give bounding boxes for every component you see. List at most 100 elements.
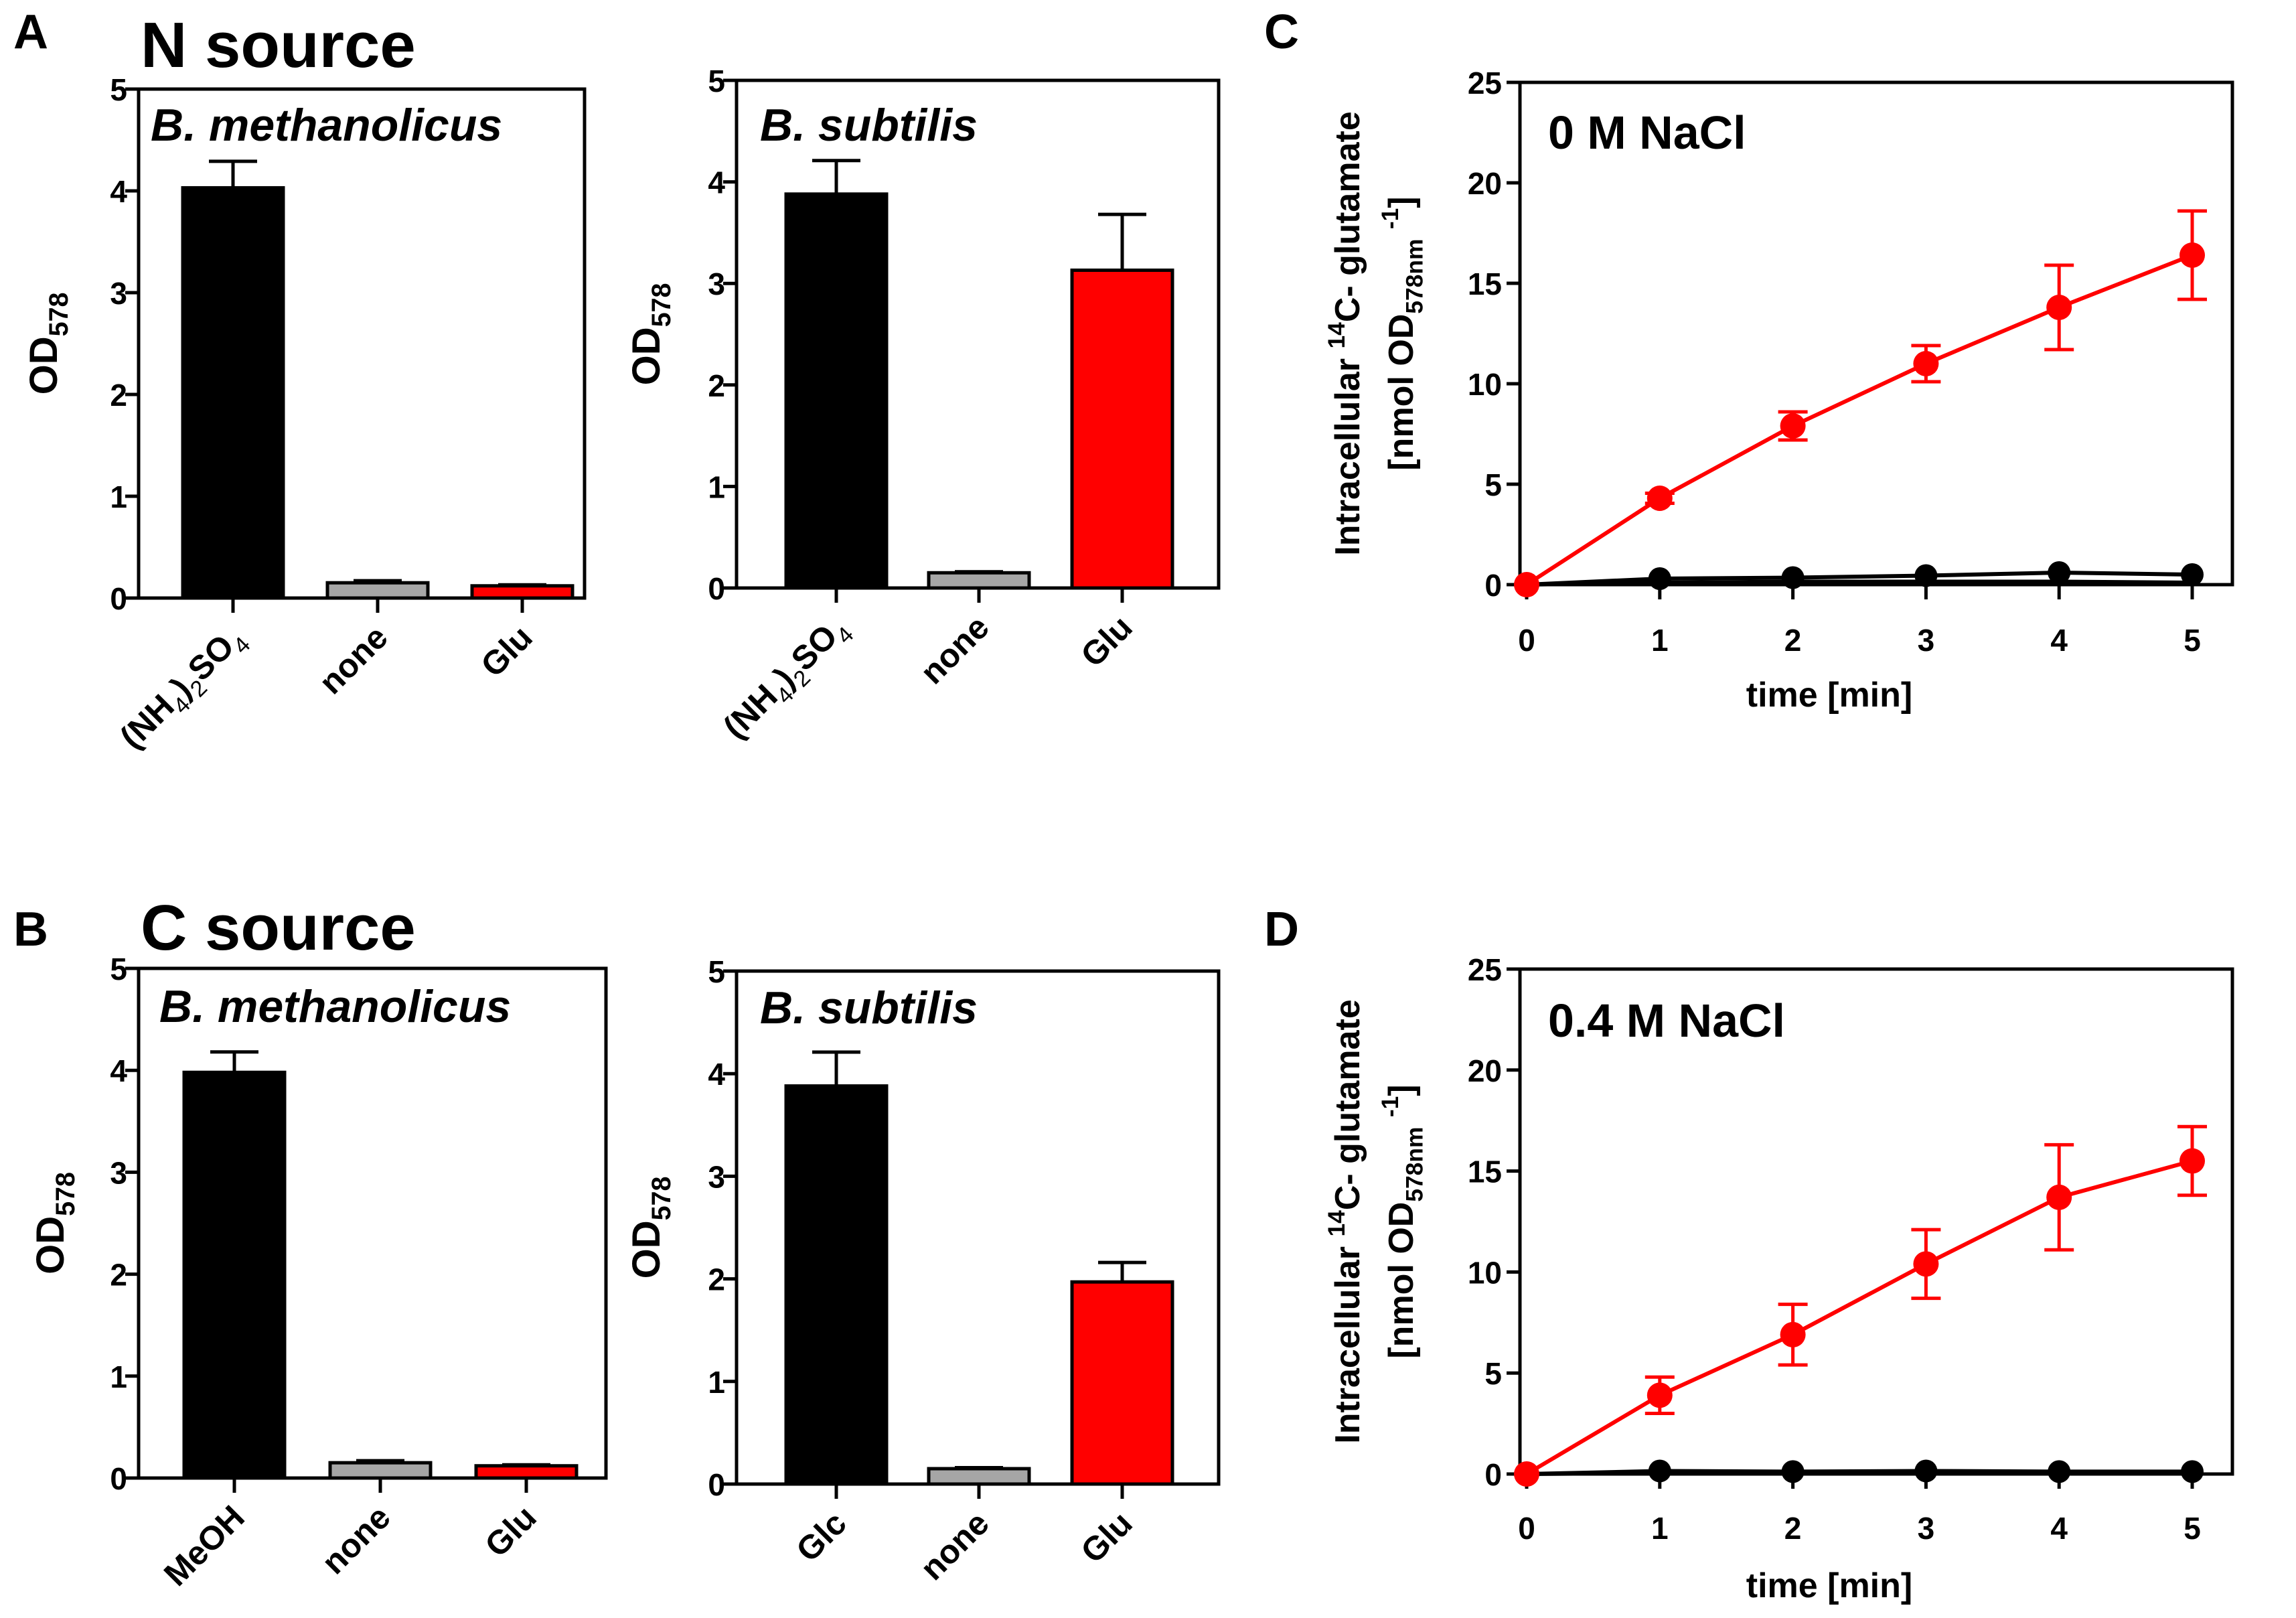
y-tick-label: 1 bbox=[708, 1365, 725, 1400]
bar-nh42so4 bbox=[784, 192, 889, 590]
x-tick-label: none bbox=[315, 1498, 398, 1581]
data-point-black bbox=[2181, 563, 2204, 586]
y-tick-label: 2 bbox=[708, 368, 725, 403]
x-tick-label: 0 bbox=[1518, 623, 1535, 658]
y-tick-label: 2 bbox=[708, 1262, 725, 1297]
bar-none bbox=[927, 1467, 1031, 1486]
x-tick-label: 4 bbox=[2050, 623, 2068, 658]
y-tick-label: 5 bbox=[1484, 1356, 1502, 1391]
data-point-red bbox=[2046, 1184, 2072, 1210]
series-line-red bbox=[1525, 253, 2194, 587]
y-tick-label: 15 bbox=[1468, 267, 1502, 301]
y-tick-label: 25 bbox=[1468, 952, 1502, 987]
x-tick-label: 2 bbox=[1784, 1511, 1802, 1546]
y-tick-label: 4 bbox=[110, 1053, 127, 1088]
bar-none bbox=[328, 1461, 433, 1480]
panel-heading: C source bbox=[141, 892, 416, 964]
x-tick-label: none bbox=[913, 1504, 996, 1587]
chart-A2: 0 1 2 3 4 5 B. subtilis OD578 (NH4)2SO4 none Glu bbox=[625, 64, 1221, 751]
x-tick-label: MeOH bbox=[157, 1498, 252, 1593]
chart-title: B. methanolicus bbox=[159, 981, 511, 1032]
y-tick-label: 20 bbox=[1468, 1053, 1502, 1088]
data-point-red bbox=[1647, 486, 1673, 511]
y-tick-label: 3 bbox=[708, 1159, 725, 1194]
y-tick-label: 5 bbox=[708, 954, 725, 989]
condition-label: 0 M NaCl bbox=[1548, 106, 1746, 159]
bar-glc bbox=[784, 1084, 889, 1486]
x-tick-label: none bbox=[312, 618, 395, 701]
y-tick-label: 0 bbox=[110, 1461, 127, 1496]
y-tick-label: 1 bbox=[708, 469, 725, 504]
y-tick-label: 2 bbox=[110, 378, 127, 413]
series-line-black bbox=[1526, 570, 2193, 587]
y-tick-label: 10 bbox=[1468, 367, 1502, 402]
y-tick-label: 3 bbox=[110, 1155, 127, 1190]
series-line-black-lower bbox=[1526, 579, 2193, 587]
chart-title: B. subtilis bbox=[760, 100, 978, 151]
chart-A1: A N source 0 1 2 3 4 5 B. methanolicus OD578 (NH4)… bbox=[13, 5, 587, 761]
chart-C: C 0 5 10 15 20 25 0 1 2 3 4 5 time [min] 0 M NaCl Intra… bbox=[1264, 5, 2234, 715]
data-point-black bbox=[2048, 561, 2071, 584]
condition-label: 0.4 M NaCl bbox=[1548, 995, 1785, 1047]
chart-title: B. methanolicus bbox=[151, 100, 502, 151]
chart-title: B. subtilis bbox=[760, 982, 978, 1033]
x-tick-label: 4 bbox=[2050, 1511, 2068, 1546]
series-line-red bbox=[1525, 1159, 2193, 1476]
data-point-red bbox=[2179, 242, 2205, 268]
y-axis-label: OD578 bbox=[625, 1177, 676, 1279]
panel-letter-c: C bbox=[1264, 5, 1299, 59]
x-tick-label: Glu bbox=[473, 618, 540, 684]
x-axis-label: time [min] bbox=[1746, 676, 1912, 715]
x-tick-label: Glu bbox=[1073, 608, 1140, 674]
y-tick-label: 20 bbox=[1468, 166, 1502, 201]
panel-heading: N source bbox=[141, 9, 416, 81]
data-point-black bbox=[1781, 566, 1805, 589]
data-point-red bbox=[1913, 1251, 1939, 1277]
x-tick-label: 5 bbox=[2184, 1511, 2201, 1546]
chart-D: D 0 5 10 15 20 25 0 1 2 3 4 5 time [min] 0.4 M NaCl Int… bbox=[1264, 903, 2234, 1605]
bar-glu bbox=[470, 584, 575, 600]
bar-glu bbox=[1070, 1280, 1174, 1486]
data-point-red bbox=[1514, 1461, 1539, 1487]
x-tick-label: 3 bbox=[1918, 1511, 1935, 1546]
y-tick-label: 0 bbox=[1484, 568, 1502, 603]
data-point-black bbox=[1648, 567, 1671, 590]
x-tick-label: (NH4)2SO4 bbox=[716, 608, 858, 751]
bar-glu bbox=[474, 1464, 579, 1480]
data-point-red bbox=[1913, 351, 1939, 376]
bar-none bbox=[325, 581, 430, 600]
bar-none bbox=[927, 571, 1031, 590]
data-point-red bbox=[1780, 1321, 1806, 1347]
y-tick-label: 0 bbox=[708, 1467, 725, 1502]
series-line-black-lower bbox=[1526, 1470, 2192, 1476]
y-tick-label: 0 bbox=[1484, 1457, 1502, 1492]
y-axis-label-line2: [nmol OD578nm -1] bbox=[1377, 196, 1428, 470]
y-tick-label: 0 bbox=[708, 571, 725, 606]
y-axis-label-line1: Intracellular 14C- glutamate bbox=[1324, 111, 1367, 556]
bar-glu bbox=[1070, 268, 1174, 590]
panel-letter-a: A bbox=[13, 5, 48, 59]
data-point-red bbox=[2046, 295, 2072, 320]
x-tick-label: 3 bbox=[1918, 623, 1935, 658]
y-tick-label: 4 bbox=[110, 174, 127, 209]
bar-meoh bbox=[182, 1070, 287, 1480]
y-tick-label: 25 bbox=[1468, 66, 1502, 100]
data-point-red bbox=[2179, 1148, 2205, 1174]
y-tick-label: 10 bbox=[1468, 1255, 1502, 1290]
x-tick-label: none bbox=[913, 608, 996, 691]
chart-B1: B C source 0 1 2 3 4 5 B. methanolicus OD578 MeOH n… bbox=[13, 892, 608, 1593]
x-tick-label: Glu bbox=[1073, 1504, 1140, 1570]
x-tick-label: Glc bbox=[789, 1504, 854, 1569]
chart-B2: 0 1 2 3 4 5 B. subtilis OD578 Glc none Glu bbox=[625, 954, 1221, 1587]
y-tick-label: 15 bbox=[1468, 1155, 1502, 1189]
y-tick-label: 1 bbox=[110, 480, 127, 514]
x-tick-label: (NH4)2SO4 bbox=[112, 618, 255, 761]
y-axis-label: OD578 bbox=[22, 293, 74, 395]
y-tick-label: 3 bbox=[110, 276, 127, 311]
data-point-red bbox=[1780, 413, 1806, 439]
panel-letter-b: B bbox=[13, 903, 48, 956]
bar-nh42so4 bbox=[181, 186, 285, 600]
y-tick-label: 4 bbox=[708, 1057, 725, 1092]
y-axis-label-line2: [nmol OD578nm -1] bbox=[1377, 1084, 1428, 1358]
